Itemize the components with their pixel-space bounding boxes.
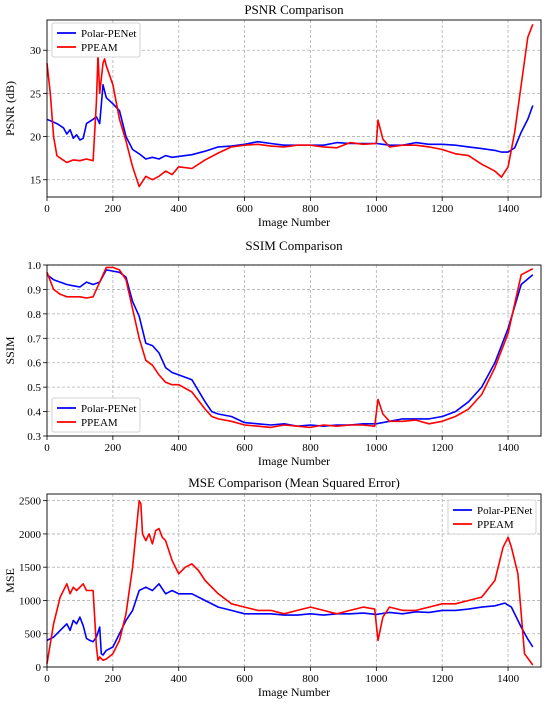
- x-tick-label: 400: [170, 673, 187, 685]
- legend-label: PPEAM: [81, 417, 118, 429]
- legend-box: [447, 499, 537, 535]
- legend: Polar-PENet PPEAM: [51, 22, 141, 58]
- series-line-polar-penet: [46, 583, 534, 656]
- series-line-polar-penet: [46, 84, 534, 160]
- x-tick-label: 400: [170, 203, 187, 215]
- y-tick-label: 30: [30, 45, 42, 57]
- x-tick-label: 200: [105, 203, 122, 215]
- x-tick-label: 1000: [365, 442, 388, 454]
- x-tick-label: 800: [302, 442, 319, 454]
- x-tick-label: 1400: [497, 673, 520, 685]
- y-tick-label: 1.0: [27, 260, 41, 272]
- y-axis-label: PSNR (dB): [3, 81, 17, 136]
- plot-frame: [46, 493, 542, 668]
- y-tick-label: 2000: [19, 529, 42, 541]
- chart-panel-3: 0 200 400 600 800 1000 1200 1400 0 500 1000 1500 200…: [3, 475, 542, 699]
- chart-panel-1: 0 200 400 600 800 1000 1200 1400 15 20 25 30 PSNR Co…: [3, 2, 542, 229]
- x-tick-label: 1400: [497, 203, 520, 215]
- legend-label: Polar-PENet: [477, 505, 532, 517]
- y-tick-label: 0.7: [27, 333, 41, 345]
- chart-title: SSIM Comparison: [245, 238, 343, 253]
- y-tick-label: 0.4: [27, 407, 41, 419]
- x-tick-label: 400: [170, 442, 187, 454]
- legend-label: Polar-PENet: [81, 403, 136, 415]
- x-tick-label: 0: [44, 442, 50, 454]
- series-line-ppeam: [46, 24, 534, 188]
- x-tick-label: 1200: [431, 673, 454, 685]
- x-tick-label: 800: [302, 203, 319, 215]
- legend-box: [51, 22, 141, 58]
- chart-title: MSE Comparison (Mean Squared Error): [188, 475, 400, 490]
- y-tick-label: 1000: [19, 595, 42, 607]
- series-line-ppeam: [46, 499, 534, 666]
- x-axis-label: Image Number: [258, 685, 330, 699]
- x-tick-label: 1200: [431, 203, 454, 215]
- chart-panel-2: 0 200 400 600 800 1000 1200 1400 0.3 0.4 0.5 0.6 0.7…: [3, 238, 542, 468]
- y-tick-label: 0: [36, 662, 42, 674]
- y-tick-label: 0.9: [27, 284, 41, 296]
- y-tick-label: 0.5: [27, 382, 41, 394]
- x-tick-label: 600: [236, 673, 253, 685]
- y-tick-label: 500: [25, 629, 42, 641]
- x-tick-label: 1400: [497, 442, 520, 454]
- y-tick-label: 0.3: [27, 431, 41, 443]
- x-tick-label: 1000: [365, 673, 388, 685]
- y-axis-label: SSIM: [3, 336, 17, 364]
- x-axis-label: Image Number: [258, 454, 330, 468]
- x-tick-label: 1000: [365, 203, 388, 215]
- y-tick-label: 20: [30, 132, 42, 144]
- x-tick-label: 600: [236, 442, 253, 454]
- x-tick-label: 200: [105, 442, 122, 454]
- legend-label: PPEAM: [81, 42, 118, 54]
- plot-frame: [46, 19, 542, 198]
- x-tick-label: 800: [302, 673, 319, 685]
- legend-box: [51, 397, 141, 433]
- x-tick-label: 0: [44, 673, 50, 685]
- legend-label: PPEAM: [477, 519, 514, 531]
- legend: Polar-PENet PPEAM: [51, 397, 141, 433]
- y-tick-label: 0.6: [27, 358, 41, 370]
- x-tick-label: 1200: [431, 442, 454, 454]
- y-tick-label: 2500: [19, 496, 42, 508]
- legend: Polar-PENet PPEAM: [447, 499, 537, 535]
- x-tick-label: 0: [44, 203, 50, 215]
- legend-label: Polar-PENet: [81, 28, 136, 40]
- y-tick-label: 15: [30, 175, 42, 187]
- x-tick-label: 600: [236, 203, 253, 215]
- y-tick-label: 25: [30, 88, 42, 100]
- y-tick-label: 0.8: [27, 309, 41, 321]
- y-axis-label: MSE: [3, 568, 17, 593]
- x-tick-label: 200: [105, 673, 122, 685]
- chart-title: PSNR Comparison: [244, 2, 344, 17]
- x-axis-label: Image Number: [258, 215, 330, 229]
- series-line-ppeam: [46, 266, 534, 429]
- plot-frame: [46, 264, 542, 437]
- y-tick-label: 1500: [19, 562, 42, 574]
